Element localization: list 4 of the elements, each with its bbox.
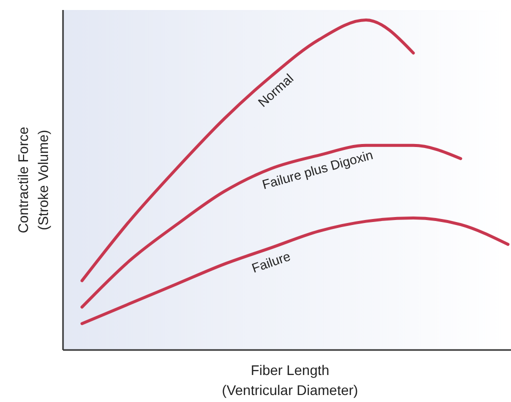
x-axis-title: Fiber Length (Ventricular Diameter) bbox=[222, 362, 358, 398]
text: Failure plus Digoxin bbox=[260, 147, 375, 192]
y-axis-title: Contractile Force (Stroke Volume) bbox=[15, 126, 51, 234]
text: Failure bbox=[250, 248, 292, 276]
